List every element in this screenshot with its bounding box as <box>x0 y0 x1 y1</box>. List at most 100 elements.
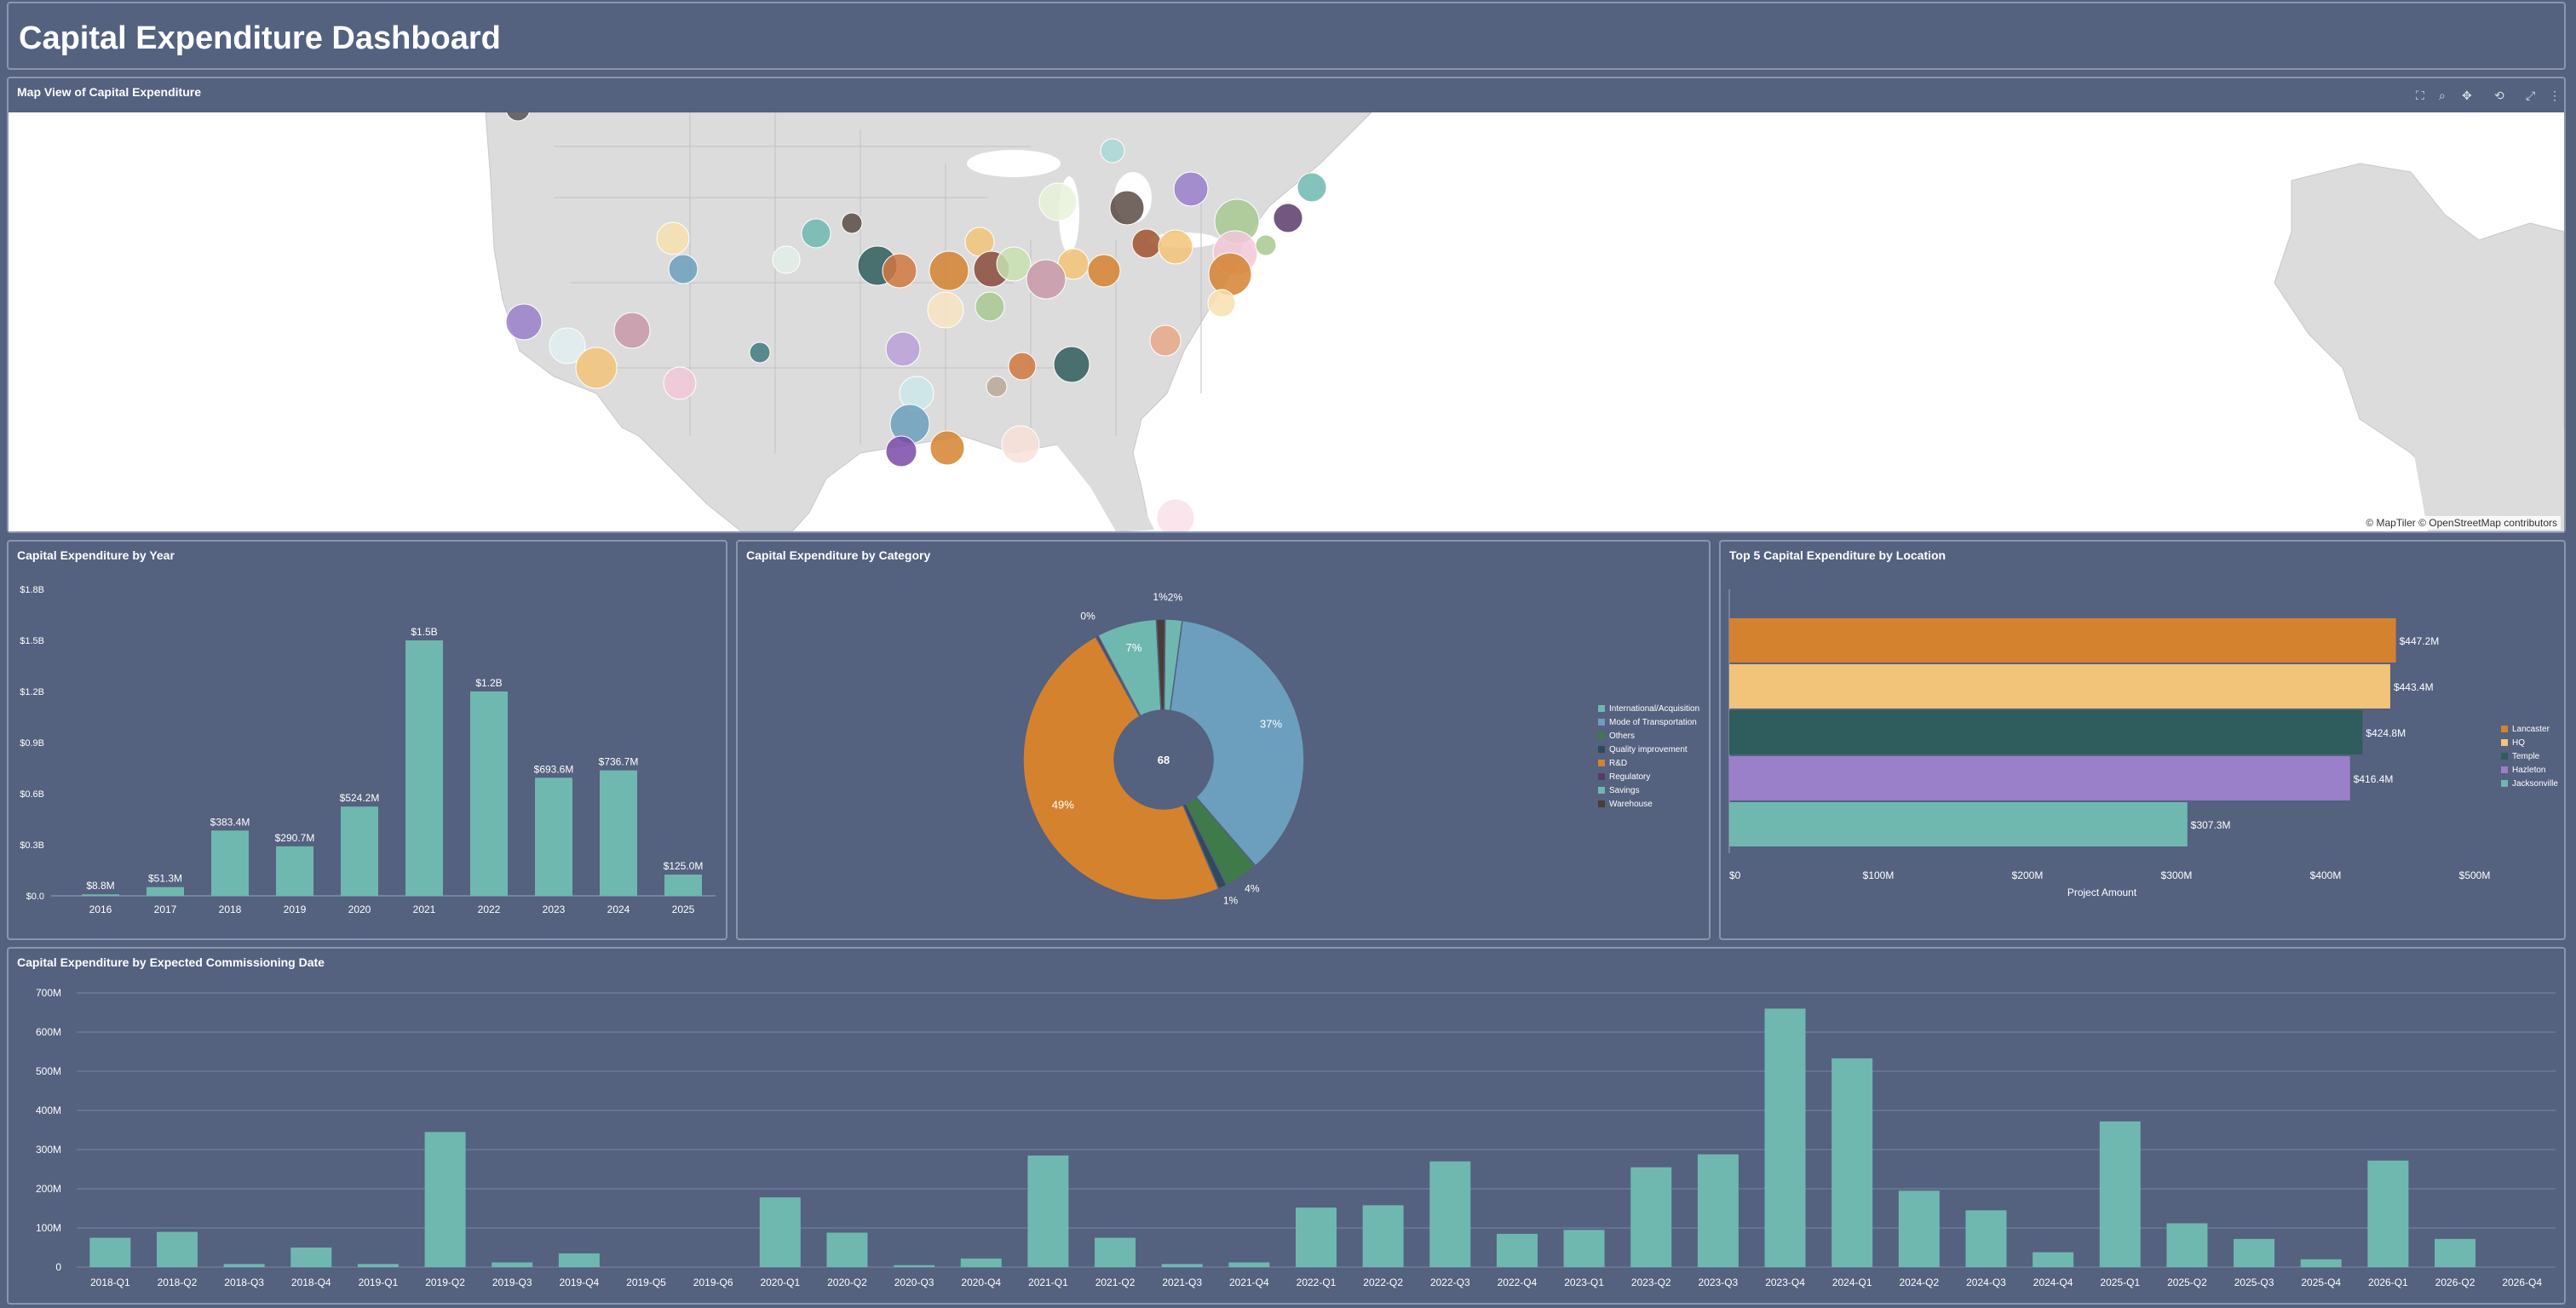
x-tick-label: 2017 <box>154 904 177 915</box>
legend-item[interactable]: Jacksonville <box>2501 777 2558 790</box>
bar <box>1831 1058 1873 1267</box>
fullscreen-icon[interactable]: ⤢ <box>2526 89 2536 102</box>
bar <box>2367 1160 2409 1267</box>
map-bubble <box>1053 346 1090 383</box>
x-tick-label: 2024 <box>607 904 630 915</box>
category-chart[interactable]: 2% 37% 4% 1% 49% 0% 7% 1% 68 <box>738 572 1709 938</box>
legend-item[interactable]: Hazleton <box>2501 763 2558 777</box>
legend-item[interactable]: Savings <box>1598 783 1699 797</box>
location-chart-panel: Top 5 Capital Expenditure by Location $4… <box>1719 540 2566 940</box>
donut-center-label: 68 <box>1158 754 1170 766</box>
bar <box>211 830 249 896</box>
map-bubble <box>1173 171 1209 207</box>
map-bubble <box>885 435 917 468</box>
legend-item[interactable]: Lancaster <box>2501 722 2558 736</box>
x-tick-label: 2025 <box>672 904 695 915</box>
map-bubble <box>1297 172 1327 203</box>
x-tick-label: 2023-Q3 <box>1699 1276 1739 1288</box>
map-bubble <box>996 246 1032 282</box>
bar <box>558 1253 600 1267</box>
legend-item[interactable]: Warehouse <box>1598 797 1699 811</box>
legend-item[interactable]: HQ <box>2501 736 2558 749</box>
x-tick-label: 2026-Q2 <box>2435 1276 2475 1288</box>
legend-label: Warehouse <box>1609 799 1653 809</box>
bar-value-label: $447.2M <box>2400 635 2440 647</box>
bar <box>1362 1205 1404 1267</box>
bar <box>1563 1230 1605 1267</box>
map-bubble <box>749 341 771 364</box>
location-legend: Lancaster HQ Temple Hazleton Jacksonville <box>2501 722 2558 790</box>
bar <box>2166 1223 2208 1267</box>
bar <box>2234 1238 2275 1267</box>
bar <box>1729 756 2350 800</box>
date-chart[interactable]: 0 100M 200M 300M 400M 500M 600M 700M 2018-Q1 2018… <box>9 976 2564 1303</box>
pie-slice <box>1022 635 1220 901</box>
bar <box>1729 710 2363 754</box>
map-bubble <box>929 430 965 466</box>
year-chart[interactable]: $0.0 $0.3B $0.6B $0.9B $1.2B $1.5B $1.8B $8.8M 2… <box>9 572 726 938</box>
slice-label: 2% <box>1168 591 1183 603</box>
bar <box>2099 1121 2141 1267</box>
category-chart-title: Capital Expenditure by Category <box>746 548 931 562</box>
bar-value-label: $8.8M <box>86 880 114 892</box>
map-bubble <box>1273 203 1303 233</box>
legend-label: Lancaster <box>2512 724 2550 734</box>
slice-label: 1% <box>1153 591 1168 603</box>
x-tick-label: $0 <box>1729 869 1741 881</box>
legend-item[interactable]: Temple <box>2501 749 2558 763</box>
pan-icon[interactable]: ✥ <box>2462 89 2472 102</box>
bar-value-label: $290.7M <box>275 832 315 844</box>
x-tick-label: 2021-Q3 <box>1162 1276 1202 1288</box>
x-tick-label: 2021 <box>413 904 436 915</box>
select-icon[interactable]: ⛶ <box>2416 89 2424 102</box>
x-tick-label: 2020-Q4 <box>961 1276 1001 1288</box>
more-icon[interactable]: ⋮ <box>2549 89 2561 102</box>
map-bubbles <box>505 112 1327 531</box>
x-tick-label: 2023-Q2 <box>1631 1276 1671 1288</box>
x-tick-label: 2018-Q1 <box>90 1276 130 1288</box>
bar <box>290 1248 332 1267</box>
map-bubble <box>929 250 969 291</box>
bar-value-label: $524.2M <box>340 792 380 804</box>
bar-value-label: $736.7M <box>599 756 639 768</box>
slice-label: 0% <box>1080 610 1095 622</box>
x-tick-label: 2026-Q1 <box>2368 1276 2408 1288</box>
x-tick-label: 2025-Q4 <box>2301 1276 2341 1288</box>
legend-label: Temple <box>2512 751 2540 761</box>
map-bubble <box>986 376 1008 398</box>
legend-swatch <box>1598 760 1605 766</box>
legend-item[interactable]: Quality improvement <box>1598 743 1699 756</box>
pie-slice <box>1169 619 1305 867</box>
map-attribution: © MapTiler © OpenStreetMap contributors <box>2362 516 2561 530</box>
bar-value-label: $1.2B <box>475 677 502 689</box>
legend-item[interactable]: International/Acquisition <box>1598 702 1699 715</box>
y-tick-label: 400M <box>36 1104 61 1116</box>
legend-item[interactable]: Mode of Transportation <box>1598 715 1699 729</box>
reset-icon[interactable]: ⟲ <box>2494 89 2504 102</box>
bar <box>470 691 508 896</box>
map-title: Map View of Capital Expenditure <box>17 85 202 99</box>
x-tick-label: 2019-Q2 <box>425 1276 465 1288</box>
map-canvas[interactable]: © MapTiler © OpenStreetMap contributors <box>9 112 2564 531</box>
x-tick-label: $100M <box>1863 869 1895 881</box>
bar-value-label: $125.0M <box>664 860 704 872</box>
bar-value-label: $307.3M <box>2191 819 2231 831</box>
x-tick-label: 2026-Q4 <box>2502 1276 2542 1288</box>
map-bubble <box>656 221 690 255</box>
x-tick-label: 2018 <box>219 904 242 915</box>
map-bubble <box>549 327 586 364</box>
location-chart[interactable]: $447.2M $443.4M $424.8M $416.4M $307.3M $0 $10… <box>1721 572 2564 938</box>
legend-item[interactable]: R&D <box>1598 756 1699 770</box>
slice-label: 37% <box>1260 717 1282 730</box>
x-tick-label: 2020-Q3 <box>894 1276 934 1288</box>
slice-label: 49% <box>1052 799 1074 812</box>
zoom-icon[interactable]: ⌕ <box>2439 89 2446 102</box>
bar <box>1161 1264 1203 1267</box>
legend-item[interactable]: Others <box>1598 729 1699 743</box>
bar <box>1965 1210 2007 1267</box>
y-tick-label: $1.8B <box>20 585 44 595</box>
x-tick-label: 2020-Q2 <box>827 1276 867 1288</box>
x-tick-label: 2023-Q4 <box>1765 1276 1805 1288</box>
x-tick-label: 2021-Q1 <box>1028 1276 1068 1288</box>
legend-item[interactable]: Regulatory <box>1598 770 1699 783</box>
